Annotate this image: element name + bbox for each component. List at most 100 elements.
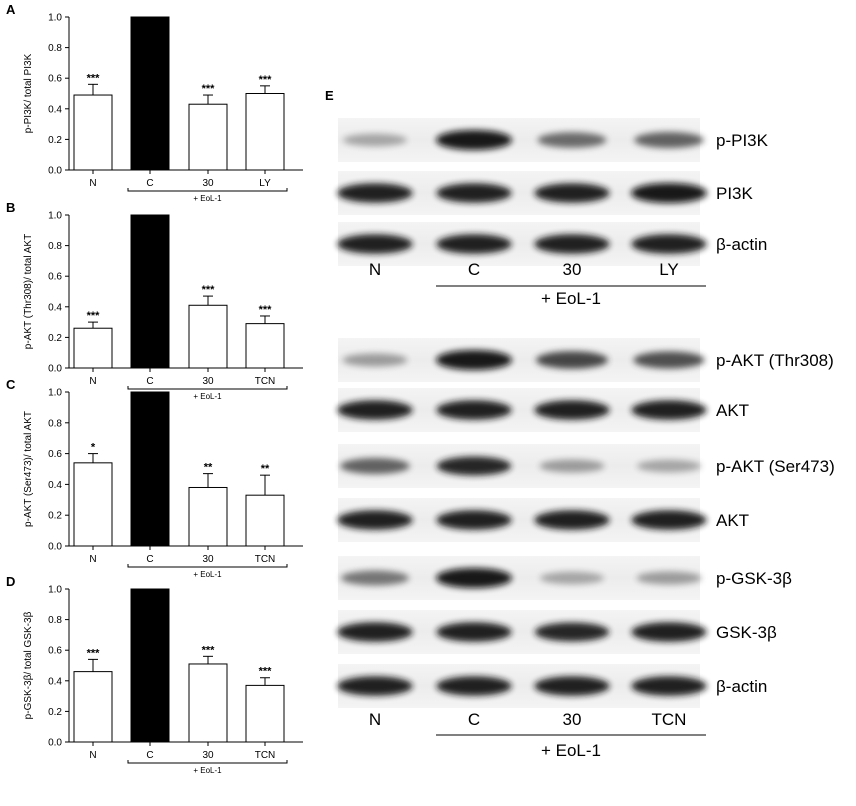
significance-marker: *** (259, 74, 273, 86)
blot-row: β-actin (337, 664, 767, 708)
x-tick-label: N (89, 178, 96, 189)
x-tick-label: N (89, 376, 96, 387)
panel-letter: B (6, 200, 15, 215)
bar-C (130, 588, 170, 743)
blot-band (631, 183, 707, 203)
blot-row: p-AKT (Thr308) (338, 338, 834, 382)
y-tick-label: 0.6 (48, 272, 62, 283)
group-label: + EoL-1 (541, 741, 601, 760)
y-tick-label: 0.6 (48, 646, 62, 657)
y-tick-label: 0.4 (48, 104, 62, 115)
y-tick-label: 1.0 (48, 585, 62, 596)
group-label: + EoL-1 (193, 392, 222, 401)
blot-band (637, 459, 701, 473)
blot-band (534, 676, 610, 696)
y-tick-label: 0.4 (48, 302, 62, 313)
x-tick-label: LY (259, 178, 271, 189)
significance-marker: *** (259, 304, 273, 316)
x-tick-label: 30 (202, 376, 214, 387)
y-tick-label: 0.0 (48, 738, 62, 749)
band-label: p-PI3K (716, 131, 769, 150)
bar-TCN (245, 323, 285, 369)
blot-band (631, 510, 707, 530)
group-label: + EoL-1 (193, 766, 222, 775)
x-tick-label: 30 (202, 750, 214, 761)
blot-row: AKT (337, 388, 749, 432)
y-tick-label: 0.4 (48, 480, 62, 491)
blot-band (337, 510, 413, 530)
y-tick-label: 0.4 (48, 676, 62, 687)
blot-band (534, 234, 610, 254)
y-tick-label: 0.0 (48, 542, 62, 553)
blot-band (631, 400, 707, 420)
bar-TCN (245, 684, 285, 743)
x-tick-label: N (89, 750, 96, 761)
significance-marker: *** (202, 83, 216, 95)
x-tick-label: N (89, 554, 96, 565)
blot-band (436, 510, 512, 530)
y-tick-label: 0.2 (48, 707, 62, 718)
blot-band (436, 183, 512, 203)
significance-marker: * (91, 442, 96, 454)
blot-band (436, 568, 512, 588)
y-tick-label: 0.8 (48, 43, 62, 54)
band-label: GSK-3β (716, 623, 777, 642)
significance-marker: *** (259, 666, 273, 678)
chart-panel-A: Ap-PI3K/ total PI3K 0.0 0.2 0.4 0.6 0.8 1.0 ***… (6, 2, 303, 203)
bar-N (73, 94, 113, 171)
significance-marker: ** (204, 462, 213, 474)
y-tick-label: 0.6 (48, 74, 62, 85)
y-tick-label: 0.6 (48, 449, 62, 460)
y-tick-label: 0.8 (48, 615, 62, 626)
group-label: + EoL-1 (193, 194, 222, 203)
blot-row: β-actin (337, 222, 767, 266)
blot-band (436, 622, 512, 642)
lane-label: LY (659, 260, 679, 279)
blot-band (540, 571, 604, 585)
bar-N (73, 462, 113, 547)
blot-band (634, 132, 704, 148)
blot-band (337, 234, 413, 254)
blot-band (436, 400, 512, 420)
panel-letter: A (6, 2, 16, 17)
significance-marker: ** (261, 463, 270, 475)
blot-band (436, 350, 512, 370)
significance-marker: *** (87, 310, 101, 322)
y-tick-label: 0.8 (48, 241, 62, 252)
bar-LY (245, 93, 285, 171)
bar-charts: Ap-PI3K/ total PI3K0.00.20.40.60.81.0***… (6, 2, 303, 775)
blot-band (633, 351, 705, 369)
blot-band (536, 351, 608, 369)
band-label: p-AKT (Thr308) (716, 351, 834, 370)
blot-band (436, 456, 512, 476)
blot-band (342, 353, 408, 367)
blot-band (534, 400, 610, 420)
band-label: AKT (716, 401, 749, 420)
y-axis-label: p-AKT (Thr308)/ total AKT (23, 234, 34, 349)
blot-band (341, 570, 409, 586)
significance-marker: *** (202, 284, 216, 296)
y-tick-label: 1.0 (48, 13, 62, 24)
chart-panel-B: Bp-AKT (Thr308)/ total AKT 0.0 0.2 0.4 0.6 0.… (6, 200, 303, 401)
x-tick-label: TCN (255, 750, 276, 761)
y-tick-label: 0.2 (48, 333, 62, 344)
bar-30 (188, 304, 228, 369)
blot-band (631, 622, 707, 642)
significance-marker: *** (202, 644, 216, 656)
blot-band (636, 571, 702, 585)
significance-marker: *** (87, 647, 101, 659)
blot-band (337, 622, 413, 642)
blot-row: p-GSK-3β (338, 556, 792, 600)
x-tick-label: TCN (255, 376, 276, 387)
y-tick-label: 0.0 (48, 364, 62, 375)
band-label: AKT (716, 511, 749, 530)
blot-band (343, 133, 407, 147)
panel-letter-E: E (325, 88, 334, 103)
bar-TCN (245, 494, 285, 547)
lane-label: 30 (563, 260, 582, 279)
significance-marker: *** (87, 72, 101, 84)
blot-band (337, 400, 413, 420)
group-bracket (127, 386, 288, 390)
y-tick-label: 1.0 (48, 388, 62, 399)
chart-panel-C: Cp-AKT (Ser473)/ total AKT 0.0 0.2 0.4 0.6 0.… (6, 377, 303, 579)
